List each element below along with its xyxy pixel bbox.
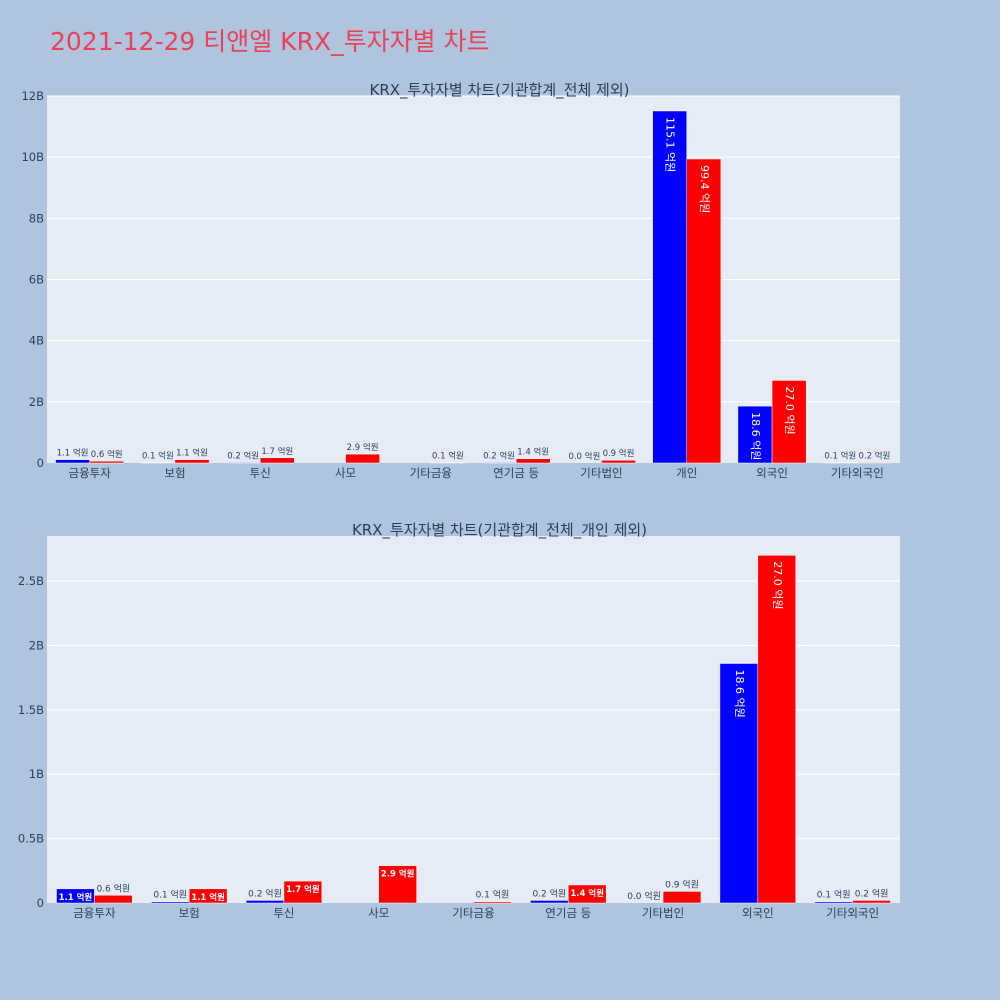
data-label: 0.2 억원	[248, 887, 282, 899]
data-label: 0.2 억원	[858, 450, 890, 461]
bar	[568, 884, 607, 904]
page-title: 2021-12-29 티앤엘 KRX_투자자별 차트	[50, 27, 490, 56]
x-tick-label: 보험	[179, 906, 200, 920]
y-tick-label: 0.5B	[18, 832, 44, 846]
x-tick-label: 기타외국인	[826, 906, 879, 920]
bar	[737, 405, 773, 464]
data-label: 0.9 억원	[665, 878, 699, 890]
bar	[225, 462, 261, 464]
data-label: 0.6 억원	[96, 882, 130, 894]
data-label: 0.0 억원	[568, 451, 600, 462]
data-label: 1.1 억원	[59, 892, 93, 903]
data-label: 18.6 억원	[749, 412, 762, 460]
data-label: 0.2 억원	[532, 887, 566, 899]
bar	[515, 458, 551, 464]
data-label: 27.0 억원	[783, 386, 796, 434]
data-label: 0.9 억원	[603, 448, 635, 459]
chart-bottom: 0 0.5B 1B 1.5B 2B 2.5B KRX_투자자별 차트(기관합계_전체_개인 …	[18, 521, 900, 920]
y-tick-label: 2.5B	[18, 574, 44, 588]
bar	[530, 900, 569, 904]
bar	[188, 888, 228, 904]
x-tick-label: 금융투자	[68, 466, 111, 480]
bar	[652, 110, 688, 464]
y-tick-label: 1B	[29, 767, 44, 781]
bar	[814, 901, 853, 904]
bar	[473, 901, 512, 904]
data-label: 0.0 억원	[627, 890, 661, 902]
bar	[857, 462, 892, 464]
data-label: 1.4 억원	[517, 447, 549, 458]
data-label: 115.1 억원	[664, 117, 677, 172]
x-tick-label: 투신	[273, 906, 294, 920]
bar	[283, 880, 323, 904]
data-label: 1.7 억원	[261, 446, 293, 457]
bar	[771, 380, 807, 464]
data-label: 1.1 억원	[57, 448, 89, 459]
data-label: 1.7 억원	[286, 884, 320, 895]
bar	[852, 900, 891, 904]
x-tick-label: 외국인	[742, 906, 774, 920]
data-label: 0.2 억원	[227, 450, 259, 461]
data-label: 0.1 억원	[817, 889, 851, 901]
data-label: 0.6 억원	[91, 449, 123, 460]
bar	[345, 453, 380, 464]
bar	[719, 663, 759, 904]
data-label: 1.1 억원	[191, 892, 225, 903]
bar	[55, 459, 90, 464]
bar	[757, 555, 796, 904]
x-tick-label: 기타금융	[410, 466, 452, 480]
y-tick-label: 12B	[21, 89, 44, 103]
data-label: 1.1 억원	[176, 448, 208, 459]
x-tick-label: 사모	[368, 906, 389, 920]
y-tick-label: 10B	[21, 150, 44, 164]
x-tick-label: 보험	[164, 466, 185, 480]
x-tick-label: 외국인	[756, 466, 788, 480]
chart-title: KRX_투자자별 차트(기관합계_전체 제외)	[370, 81, 630, 100]
y-tick-label: 6B	[29, 273, 44, 287]
data-label: 27.0 억원	[771, 561, 784, 609]
data-label: 0.1 억원	[153, 889, 187, 901]
y-tick-label: 4B	[29, 334, 44, 348]
data-label: 2.9 억원	[381, 869, 415, 880]
x-tick-label: 투신	[250, 466, 271, 480]
x-tick-label: 금융투자	[73, 906, 116, 920]
x-tick-label: 연기금 등	[493, 466, 539, 480]
y-tick-label: 0	[37, 456, 44, 470]
bar	[686, 158, 722, 464]
bar	[245, 900, 285, 904]
bar	[260, 457, 295, 464]
y-tick-label: 1.5B	[18, 703, 44, 717]
y-tick-label: 8B	[29, 211, 44, 225]
x-tick-label: 연기금 등	[545, 906, 591, 920]
bar	[481, 462, 517, 464]
x-tick-label: 사모	[335, 466, 356, 480]
x-tick-label: 기타금융	[452, 906, 494, 920]
data-label: 0.1 억원	[142, 451, 174, 462]
data-label: 0.1 억원	[432, 451, 464, 462]
data-label: 0.1 억원	[476, 889, 510, 901]
x-tick-label: 개인	[676, 466, 697, 480]
data-label: 1.4 억원	[570, 888, 604, 899]
data-label: 99.4 억원	[698, 165, 711, 213]
data-label: 0.1 억원	[824, 451, 856, 462]
y-tick-label: 2B	[29, 395, 44, 409]
x-tick-label: 기타외국인	[831, 466, 884, 480]
data-label: 0.2 억원	[855, 887, 889, 899]
x-tick-label: 기타법인	[642, 906, 684, 920]
y-tick-label: 2B	[29, 638, 44, 652]
y-tick-label: 0	[37, 896, 44, 910]
data-label: 2.9 억원	[347, 442, 379, 453]
chart-top: 0 2B 4B 6B 8B 10B 12B KRX_투자자별 차트(기관합계_전체 제외) 금융…	[21, 81, 900, 480]
bar	[174, 459, 210, 464]
bar	[151, 901, 190, 904]
x-tick-label: 기타법인	[580, 466, 622, 480]
bar	[94, 895, 133, 904]
bar	[89, 460, 125, 464]
bar	[662, 891, 702, 904]
bar	[601, 459, 636, 464]
chart-title: KRX_투자자별 차트(기관합계_전체_개인 제외)	[352, 521, 647, 540]
bar	[378, 865, 417, 904]
data-label: 0.2 억원	[483, 450, 515, 461]
data-label: 18.6 억원	[733, 669, 746, 717]
